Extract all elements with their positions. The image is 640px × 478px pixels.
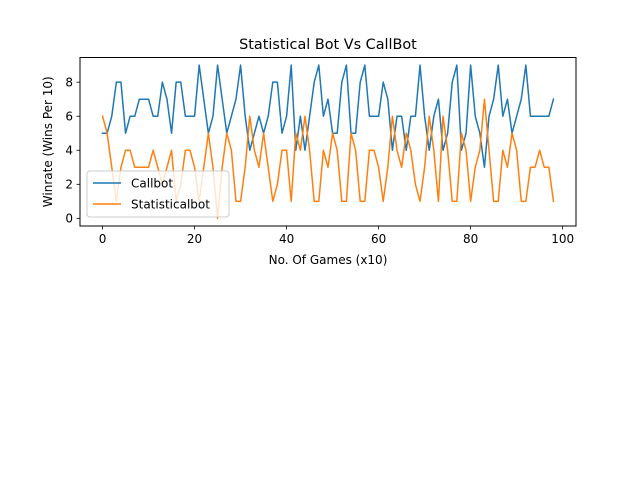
x-tick-label: 0 — [99, 232, 107, 246]
x-tick-label: 100 — [551, 232, 574, 246]
chart-title: Statistical Bot Vs CallBot — [239, 37, 417, 53]
y-tick-label: 8 — [65, 75, 73, 89]
x-tick-label: 80 — [463, 232, 478, 246]
axes-frame — [79, 57, 577, 227]
x-tick-label: 20 — [187, 232, 202, 246]
legend-label-statisticalbot: Statisticalbot — [131, 198, 210, 212]
x-axis-label: No. Of Games (x10) — [269, 253, 388, 267]
x-tick-label: 60 — [371, 232, 386, 246]
y-tick-label: 2 — [65, 178, 73, 192]
series-line-callbot — [101, 64, 555, 169]
y-axis-label: Winrate (Wins Per 10) — [41, 76, 55, 207]
legend-label-callbot: Callbot — [131, 177, 173, 191]
legend-box — [86, 170, 230, 218]
x-tick-label: 40 — [279, 232, 294, 246]
x-axis-ticks: 0 20 40 60 80 100 — [99, 226, 574, 246]
y-tick-label: 4 — [65, 144, 73, 158]
legend: Callbot Statisticalbot — [86, 170, 230, 218]
y-axis-ticks: 0 2 4 6 8 — [65, 75, 80, 226]
y-tick-label: 6 — [65, 110, 73, 124]
y-tick-label: 0 — [65, 212, 73, 226]
